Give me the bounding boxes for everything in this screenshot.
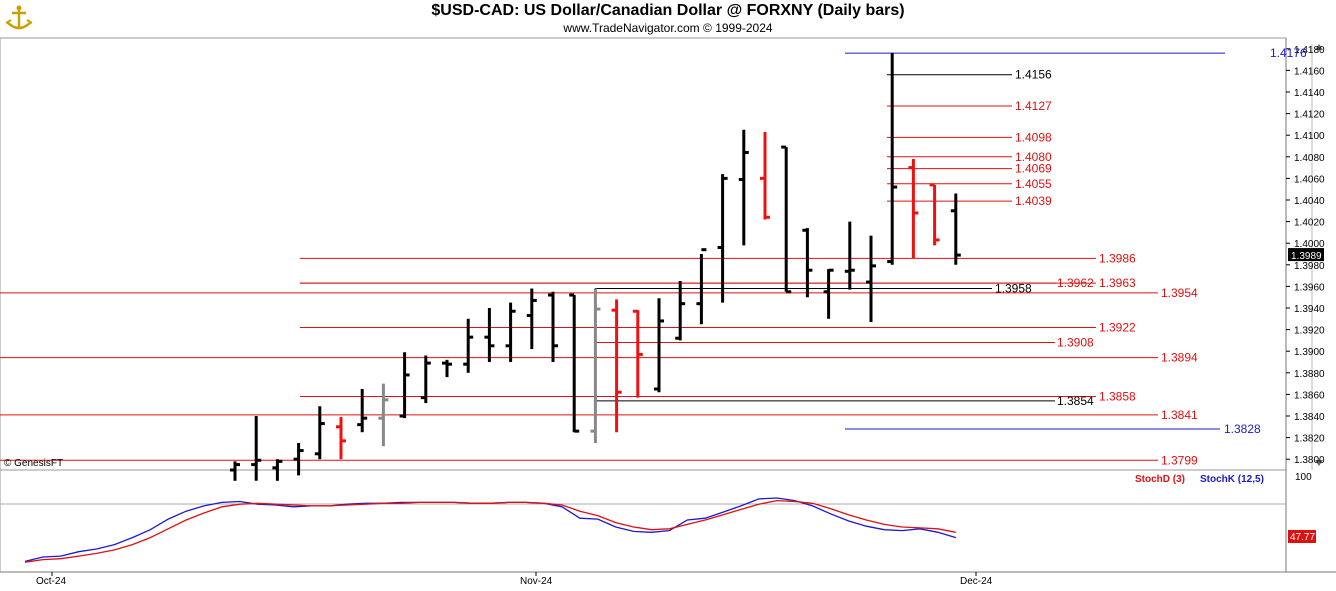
price-tick-label: 1.3980 (1294, 261, 1325, 272)
level-label-1.3894: 1.3894 (1161, 351, 1198, 365)
level-label-1.3958: 1.3958 (995, 282, 1032, 296)
price-levels: 1.41761.41561.41271.40981.40801.40691.40… (0, 46, 1307, 467)
level-label-1.4098: 1.4098 (1015, 130, 1052, 144)
date-axis: Oct-24 Nov-24 Dec-24 (36, 572, 993, 587)
level-label-1.4080: 1.4080 (1015, 150, 1052, 164)
price-tick-label: 1.4020 (1294, 218, 1325, 229)
stoch-value-label: 47.77 (1290, 532, 1315, 543)
chart-title: $USD-CAD: US Dollar/Canadian Dollar @ FO… (431, 2, 905, 19)
price-tick-label: 1.3880 (1294, 369, 1325, 380)
level-label-1.3858: 1.3858 (1099, 390, 1136, 404)
last-price-box (1288, 248, 1324, 262)
level-label-1.3828: 1.3828 (1224, 422, 1261, 436)
stoch-line-k (24, 497, 956, 563)
price-tick-label: 1.3940 (1294, 304, 1325, 315)
chart-header: $USD-CAD: US Dollar/Canadian Dollar @ FO… (0, 0, 1336, 38)
level-label-1.3922: 1.3922 (1099, 320, 1136, 334)
level-label-1.4127: 1.4127 (1015, 99, 1052, 113)
price-axis: 1.4180 1.4160 1.4140 1.4120 1.4100 1.4080 1.40… (1286, 45, 1325, 466)
chart-subtitle: www.TradeNavigator.com © 1999-2024 (563, 21, 773, 35)
stoch-panel-border (0, 469, 1287, 573)
level-label-1.4039: 1.4039 (1015, 194, 1052, 208)
price-tick-label: 1.4120 (1294, 110, 1325, 121)
price-tick-label: 1.3860 (1294, 390, 1325, 401)
date-tick-label: Dec-24 (960, 576, 993, 587)
stoch-tick-label: 100 (1295, 472, 1312, 483)
price-tick-label: 1.4180 (1294, 45, 1325, 56)
level-label-1.3841: 1.3841 (1161, 408, 1198, 422)
price-tick-label: 1.3920 (1294, 326, 1325, 337)
copyright-label: © GenesisFT (4, 458, 64, 469)
level-label-1.4176: 1.4176 (1270, 46, 1307, 60)
price-tick-label: 1.4140 (1294, 88, 1325, 99)
price-bars (230, 53, 961, 481)
date-tick-label: Nov-24 (520, 576, 553, 587)
price-tick-label: 1.3960 (1294, 282, 1325, 293)
stoch-line-d (24, 499, 956, 563)
price-tick-label: 1.4040 (1294, 196, 1325, 207)
scroll-down-icon (1315, 460, 1323, 466)
stoch-value-box (1288, 530, 1316, 543)
last-price-label: 1.3989 (1291, 251, 1322, 262)
level-label-1.3854: 1.3854 (1057, 394, 1094, 408)
stochastic-panel: StochD (3) StochK (12,5) 100 47.77 (24, 472, 1316, 563)
scroll-up-icon (1315, 44, 1323, 50)
stoch-d-legend: StochD (3) (1135, 474, 1185, 485)
price-tick-label: 1.4000 (1294, 239, 1325, 250)
price-tick-label: 1.4100 (1294, 131, 1325, 142)
level-label-1.4156: 1.4156 (1015, 68, 1052, 82)
level-label-1.3908: 1.3908 (1057, 336, 1094, 350)
date-tick-label: Oct-24 (36, 576, 66, 587)
level-label-1.3986: 1.3986 (1099, 251, 1136, 265)
price-tick-label: 1.4080 (1294, 153, 1325, 164)
level-label-1.3799: 1.3799 (1161, 453, 1198, 467)
price-tick-label: 1.3840 (1294, 412, 1325, 423)
stoch-k-legend: StochK (12,5) (1200, 474, 1264, 485)
level-label-1.4069: 1.4069 (1015, 162, 1052, 176)
price-tick-label: 1.4160 (1294, 66, 1325, 77)
chart-frame (0, 37, 1336, 573)
level-label-1.3954: 1.3954 (1161, 286, 1198, 300)
price-tick-label: 1.4060 (1294, 174, 1325, 185)
price-tick-label: 1.3820 (1294, 434, 1325, 445)
price-tick-label: 1.3800 (1294, 455, 1325, 466)
level-label-1.4055: 1.4055 (1015, 177, 1052, 191)
level-label-1.3962: 1.3962 (1057, 276, 1094, 290)
anchor-ship-icon (4, 4, 34, 34)
price-tick-label: 1.3900 (1294, 347, 1325, 358)
level-label-1.3963: 1.3963 (1099, 276, 1136, 290)
